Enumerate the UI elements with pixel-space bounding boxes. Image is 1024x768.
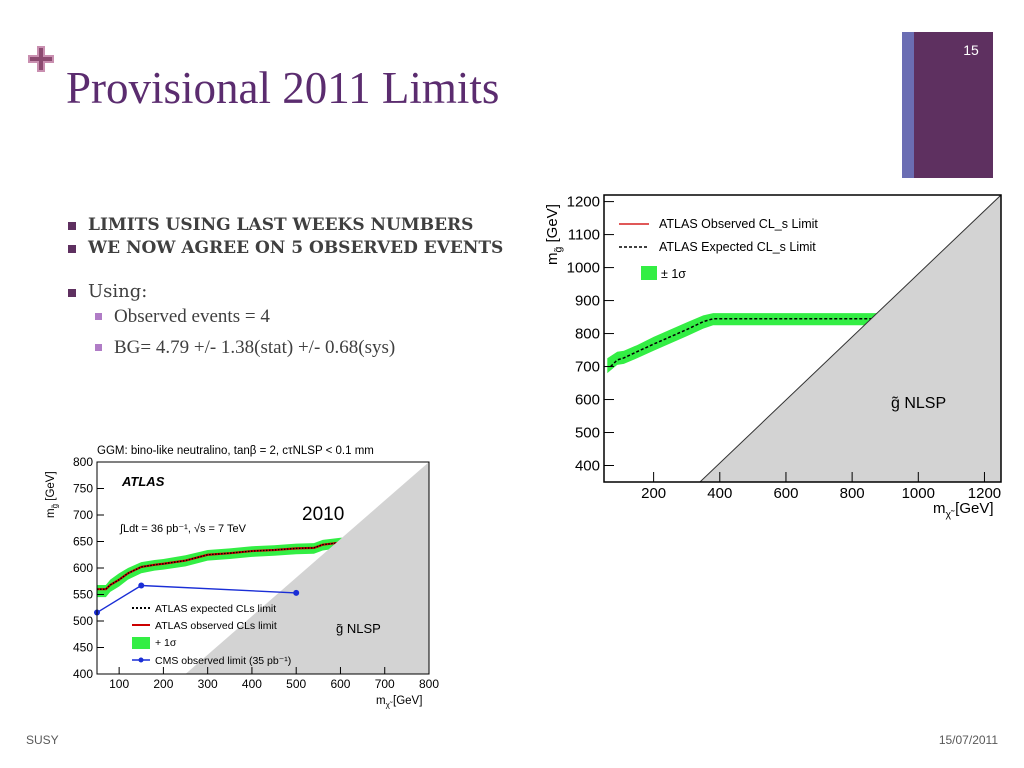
observed-limit-line: [97, 540, 363, 591]
x-tick-label: 100: [109, 677, 129, 691]
legend-observed-label: ATLAS Observed CL_s Limit: [659, 217, 818, 231]
expected-limit-line: [610, 317, 879, 368]
x-tick-label: 400: [242, 677, 262, 691]
y-tick-label: 600: [575, 392, 600, 409]
plus-icon: [28, 46, 54, 72]
x-tick-label: 200: [641, 485, 666, 502]
x-tick-label: 300: [198, 677, 218, 691]
y-tick-label: 450: [73, 641, 93, 655]
x-tick-label: 600: [330, 677, 350, 691]
region-label: g̃ NLSP: [891, 395, 946, 412]
region-label: g̃ NLSP: [336, 621, 381, 636]
x-axis-label: mχ̃ [GeV]: [933, 500, 994, 521]
slide-title: Provisional 2011 Limits: [66, 63, 500, 113]
sigma-band: [97, 537, 363, 598]
bullet-text: Using:: [88, 281, 148, 302]
y-tick-label: 800: [73, 455, 93, 469]
sub-bullet-item: BG= 4.79 +/- 1.38(stat) +/- 0.68(sys): [68, 335, 538, 360]
legend-cms-marker: [138, 657, 144, 663]
y-tick-label: 550: [73, 588, 93, 602]
y-tick-label: 400: [73, 667, 93, 681]
sub-bullet-square-icon: [95, 313, 102, 320]
sub-bullet-text: BG= 4.79 +/- 1.38(stat) +/- 0.68(sys): [114, 337, 396, 358]
x-tick-label: 800: [840, 485, 865, 502]
sigma-band: [607, 313, 879, 374]
x-tick-label: 1200: [968, 485, 1001, 502]
chart-title: GGM: bino-like neutralino, tanβ = 2, cτN…: [97, 445, 374, 457]
sub-bullet-square-icon: [95, 344, 102, 351]
x-tick-label: 500: [286, 677, 306, 691]
y-axis-label: mg̃ [GeV]: [45, 471, 59, 518]
y-tick-label: 650: [73, 535, 93, 549]
chart-2010-svg: 100 200 300 400 500 600 700 800 400 450 500 550 600 6…: [45, 445, 439, 709]
cms-data-point: [138, 582, 145, 589]
plot-2011: 200 400 600 800 1000 1200 400 500 600 700 800 900 10…: [531, 183, 1024, 533]
y-tick-label: 800: [575, 326, 600, 343]
legend-expected-label: ATLAS Expected CL_s Limit: [659, 240, 816, 254]
footer-date: 15/07/2011: [938, 733, 998, 747]
sub-bullet-item: Observed events = 4: [68, 304, 538, 329]
y-tick-label: 1000: [567, 260, 600, 277]
page-number: 15: [963, 42, 979, 58]
excluded-region: [185, 462, 429, 674]
bullet-square-icon: [68, 289, 76, 297]
bullet-item: WE NOW AGREE ON 5 OBSERVED EVENTS: [68, 237, 538, 260]
footer-left: SUSY: [26, 733, 59, 747]
legend-band-swatch: [132, 637, 150, 649]
y-tick-label: 700: [575, 359, 600, 376]
legend-band-label: + 1σ: [155, 637, 177, 649]
y-tick-label: 500: [73, 614, 93, 628]
bullet-item: LIMITS USING LAST WEEKS NUMBERS: [68, 214, 538, 237]
plot-2010: 100 200 300 400 500 600 700 800 400 450 500 550 600 6…: [40, 432, 440, 714]
bullet-text: WE NOW AGREE ON 5 OBSERVED EVENTS: [88, 238, 504, 258]
decorative-bar: [902, 32, 914, 178]
legend-band-swatch: [641, 266, 657, 280]
lumi-label: ∫Ldt = 36 pb⁻¹, √s = 7 TeV: [119, 523, 247, 535]
chart-2011-svg: 200 400 600 800 1000 1200 400 500 600 700 800 900 10…: [544, 194, 1002, 521]
bullet-square-icon: [68, 222, 76, 230]
bullet-text: LIMITS USING LAST WEEKS NUMBERS: [88, 215, 474, 235]
x-tick-label: 700: [375, 677, 395, 691]
experiment-label: ATLAS: [121, 474, 165, 489]
cms-data-point: [293, 589, 300, 596]
x-tick-label: 200: [153, 677, 173, 691]
bullet-list: LIMITS USING LAST WEEKS NUMBERS WE NOW A…: [68, 214, 538, 360]
x-tick-label: 1000: [902, 485, 935, 502]
legend-cms-label: CMS observed limit (35 pb⁻¹): [155, 655, 291, 667]
x-tick-label: 400: [707, 485, 732, 502]
excluded-region: [699, 195, 1001, 482]
legend-expected-label: ATLAS expected CLs limit: [155, 603, 276, 615]
y-tick-label: 600: [73, 561, 93, 575]
y-tick-label: 1200: [567, 194, 600, 211]
y-tick-label: 500: [575, 425, 600, 442]
plot-area: [607, 195, 1001, 482]
legend-observed-label: ATLAS observed CLs limit: [155, 620, 277, 632]
y-tick-label: 700: [73, 508, 93, 522]
y-tick-label: 1100: [568, 227, 600, 244]
bullet-item: Using:: [68, 280, 538, 304]
x-tick-label: 800: [419, 677, 439, 691]
x-axis-label: mχ̃ [GeV]: [376, 695, 422, 709]
decorative-block: [914, 32, 993, 178]
y-tick-label: 400: [575, 458, 600, 475]
y-axis-label: mg̃ [GeV]: [544, 204, 565, 265]
x-tick-label: 600: [773, 485, 798, 502]
bullet-square-icon: [68, 245, 76, 253]
y-tick-label: 900: [575, 293, 600, 310]
y-tick-label: 750: [73, 482, 93, 496]
sub-bullet-text: Observed events = 4: [114, 306, 270, 327]
year-label: 2010: [302, 504, 344, 525]
legend-band-label: ± 1σ: [661, 267, 686, 281]
plot-frame: [603, 194, 1002, 483]
